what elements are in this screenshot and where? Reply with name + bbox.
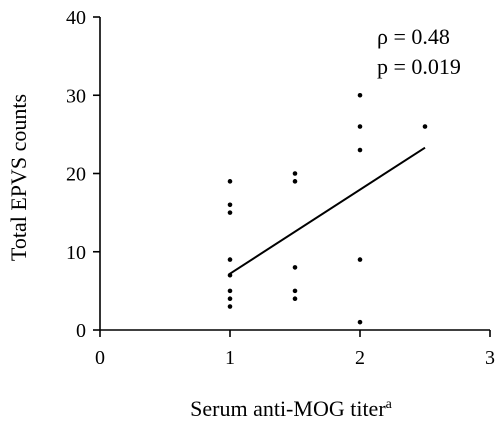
data-point — [227, 179, 233, 184]
data-point — [357, 257, 363, 262]
data-point — [292, 179, 298, 184]
p-value-annotation: p = 0.019 — [377, 54, 461, 79]
x-axis-title: Serum anti-MOG titera — [190, 396, 393, 421]
x-tick-label: 3 — [485, 347, 495, 369]
data-point — [357, 124, 363, 129]
data-point — [227, 304, 233, 309]
y-tick-label: 0 — [76, 320, 86, 342]
data-point — [292, 171, 298, 176]
data-point — [227, 257, 233, 262]
data-point — [292, 296, 298, 302]
data-point — [357, 147, 363, 153]
data-point — [292, 265, 298, 270]
data-point — [227, 296, 233, 302]
data-point — [227, 288, 233, 294]
rho-annotation: ρ = 0.48 — [377, 24, 450, 49]
y-tick-label: 20 — [66, 164, 86, 186]
y-tick-label: 40 — [66, 7, 86, 29]
x-axis-title-superscript: a — [386, 397, 393, 412]
data-points — [227, 92, 428, 325]
y-ticks: 0 10 20 30 40 — [66, 7, 100, 342]
data-point — [227, 202, 233, 208]
x-axis-title-text: Serum anti-MOG titer — [190, 396, 386, 421]
x-tick-label: 0 — [95, 347, 105, 369]
x-tick-label: 2 — [355, 347, 365, 369]
data-point — [357, 319, 363, 325]
y-tick-label: 10 — [66, 242, 86, 264]
x-tick-label: 1 — [225, 347, 235, 369]
y-axis-title: Total EPVS counts — [6, 94, 31, 261]
regression-line — [229, 146, 426, 275]
y-tick-label: 30 — [66, 85, 86, 107]
data-point — [292, 288, 298, 294]
data-point — [227, 210, 233, 215]
data-point — [357, 92, 363, 98]
data-point — [422, 124, 428, 129]
x-ticks: 0 1 2 3 — [95, 330, 495, 369]
